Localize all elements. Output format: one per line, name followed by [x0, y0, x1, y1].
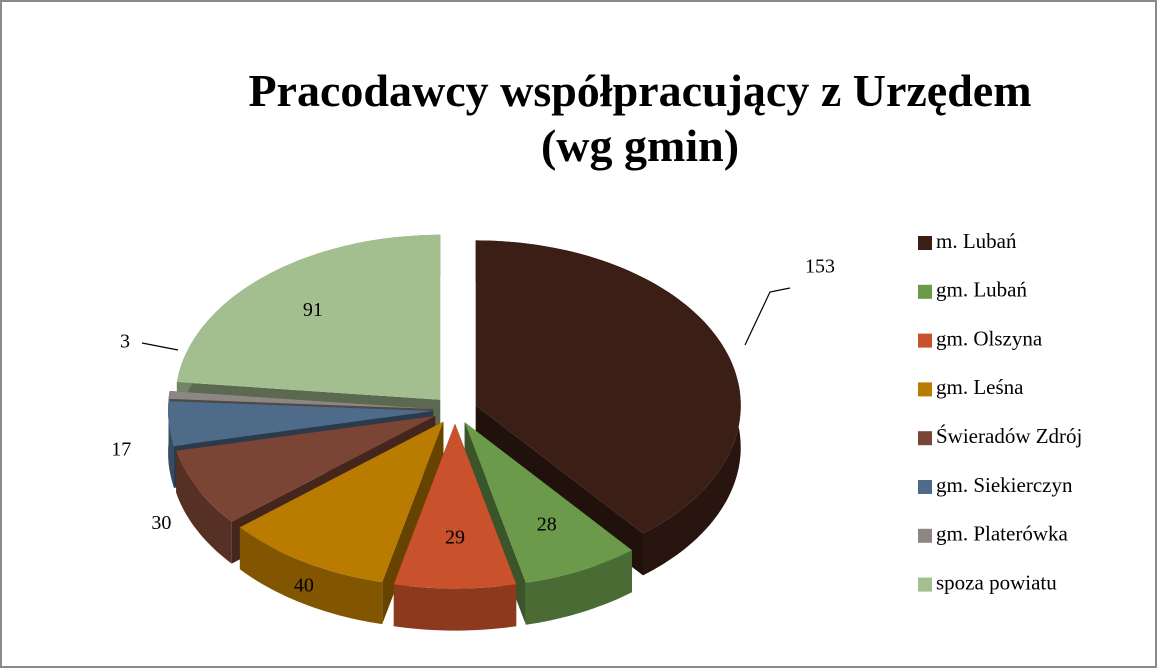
legend-label: gm. Lubań — [936, 278, 1027, 302]
leader-line — [744, 287, 791, 346]
legend-label: m. Lubań — [936, 229, 1017, 253]
slice-side — [382, 421, 444, 625]
slice — [464, 422, 632, 583]
slice — [239, 421, 444, 583]
legend-label: gm. Platerówka — [936, 522, 1068, 546]
legend-swatch — [918, 528, 932, 543]
legend-swatch — [918, 382, 932, 397]
slice-wall — [525, 550, 632, 625]
legend-swatch — [918, 431, 932, 446]
data-label: 17 — [111, 439, 131, 461]
data-label: 28 — [537, 513, 557, 535]
data-label: 153 — [805, 256, 835, 278]
data-label: 40 — [294, 575, 314, 597]
slice-wall — [239, 527, 383, 625]
slice-wall — [176, 450, 232, 564]
leader-line — [141, 342, 179, 351]
chart-title: Pracodawcy współpracujący z Urzędem (wg g… — [248, 65, 1031, 171]
slice-wall — [168, 401, 174, 488]
data-label: 3 — [120, 331, 130, 353]
slice — [176, 416, 436, 522]
slice — [168, 401, 434, 446]
legend-label: spoza powiatu — [936, 570, 1057, 594]
slice — [176, 234, 441, 400]
legend-swatch — [918, 480, 932, 494]
slice — [393, 423, 517, 589]
legend-swatch — [918, 577, 932, 592]
data-label: 91 — [303, 299, 323, 321]
slice-wall — [393, 584, 517, 631]
slice — [168, 391, 434, 409]
pie-tops — [168, 234, 741, 589]
legend-swatch — [918, 284, 932, 299]
legend-label: gm. Olszyna — [936, 326, 1043, 350]
legend-label: gm. Siekierczyn — [936, 473, 1073, 497]
data-label: 30 — [151, 512, 171, 534]
data-label: 29 — [445, 527, 465, 549]
legend-label: gm. Leśna — [936, 375, 1024, 399]
slice — [475, 240, 741, 534]
legend-label: Świeradów Zdrój — [936, 424, 1082, 448]
legend-swatch — [918, 333, 932, 348]
legend-swatch — [918, 236, 932, 250]
